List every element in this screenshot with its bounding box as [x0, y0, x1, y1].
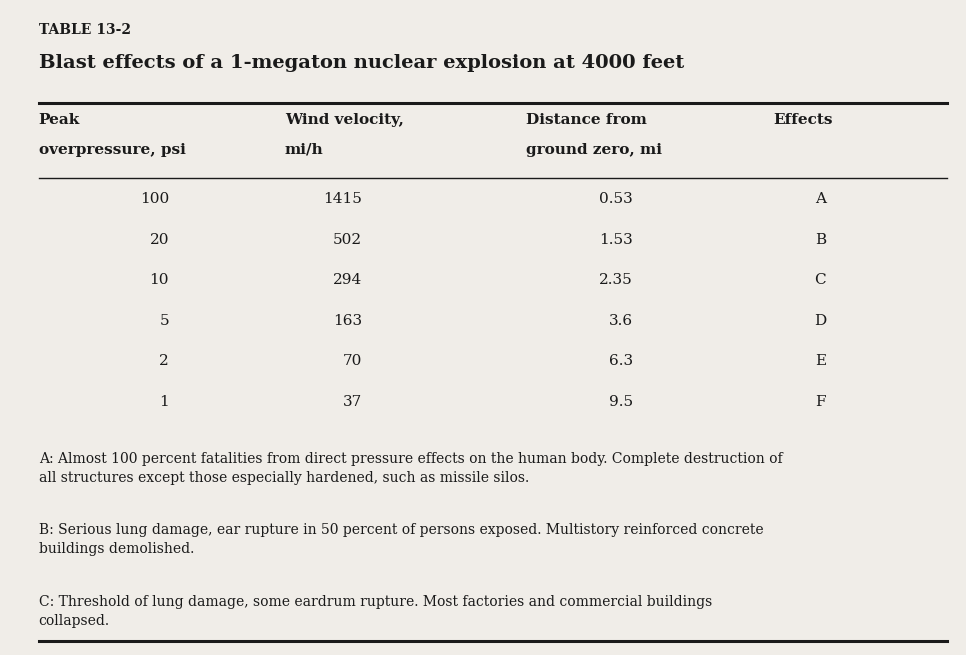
Text: 1415: 1415	[324, 192, 362, 206]
Text: 2: 2	[159, 354, 169, 368]
Text: A: Almost 100 percent fatalities from direct pressure effects on the human body.: A: Almost 100 percent fatalities from di…	[39, 452, 782, 485]
Text: ground zero, mi: ground zero, mi	[526, 143, 663, 157]
Text: 9.5: 9.5	[609, 395, 633, 409]
Text: 5: 5	[159, 314, 169, 328]
Text: 70: 70	[343, 354, 362, 368]
Text: 502: 502	[333, 233, 362, 246]
Text: 37: 37	[343, 395, 362, 409]
Text: Wind velocity,: Wind velocity,	[285, 113, 404, 127]
Text: 10: 10	[150, 273, 169, 287]
Text: 294: 294	[333, 273, 362, 287]
Text: E: E	[814, 354, 826, 368]
Text: 3.6: 3.6	[609, 314, 633, 328]
Text: C: C	[814, 273, 826, 287]
Text: TABLE 13-2: TABLE 13-2	[39, 23, 130, 37]
Text: A: A	[815, 192, 826, 206]
Text: 6.3: 6.3	[609, 354, 633, 368]
Text: Effects: Effects	[773, 113, 833, 127]
Text: Blast effects of a 1-megaton nuclear explosion at 4000 feet: Blast effects of a 1-megaton nuclear exp…	[39, 54, 684, 72]
Text: 1: 1	[159, 395, 169, 409]
Text: 163: 163	[333, 314, 362, 328]
Text: Distance from: Distance from	[526, 113, 647, 127]
Text: 1.53: 1.53	[599, 233, 633, 246]
Text: Peak: Peak	[39, 113, 80, 127]
Text: 0.53: 0.53	[599, 192, 633, 206]
Text: C: Threshold of lung damage, some eardrum rupture. Most factories and commercial: C: Threshold of lung damage, some eardru…	[39, 595, 712, 627]
Text: mi/h: mi/h	[285, 143, 324, 157]
Text: D: D	[813, 314, 826, 328]
Text: 100: 100	[140, 192, 169, 206]
Text: overpressure, psi: overpressure, psi	[39, 143, 185, 157]
Text: F: F	[815, 395, 826, 409]
Text: 2.35: 2.35	[599, 273, 633, 287]
Text: 20: 20	[150, 233, 169, 246]
Text: B: B	[814, 233, 826, 246]
Text: B: Serious lung damage, ear rupture in 50 percent of persons exposed. Multistory: B: Serious lung damage, ear rupture in 5…	[39, 523, 763, 556]
